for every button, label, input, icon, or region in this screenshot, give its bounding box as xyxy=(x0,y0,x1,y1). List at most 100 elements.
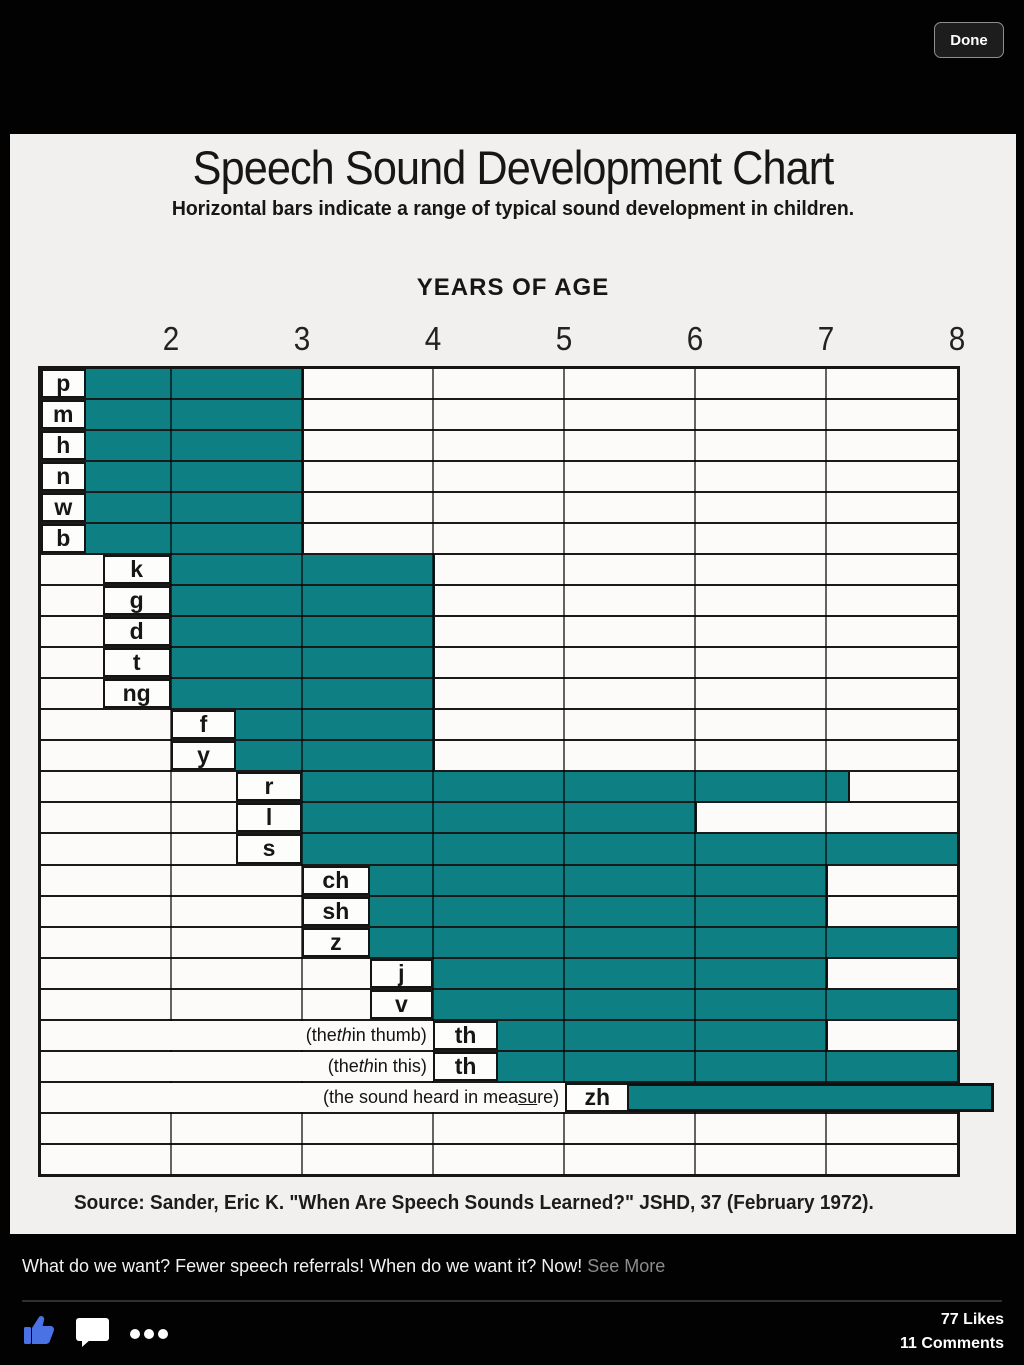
axis-title: YEARS OF AGE xyxy=(416,274,610,301)
sound-label-cell: w xyxy=(41,493,86,523)
range-bar xyxy=(85,369,304,399)
range-bar xyxy=(498,1020,828,1050)
axis-tick-label: 6 xyxy=(686,320,704,357)
chart-row: l xyxy=(41,803,957,835)
sound-label-cell: th xyxy=(432,1020,499,1050)
chart-row xyxy=(41,1114,957,1145)
row-annotation: (the th in this) xyxy=(41,1051,436,1081)
axis-tick-label: 3 xyxy=(293,320,311,357)
year-gridline xyxy=(169,369,172,1174)
chart-row: sh xyxy=(41,896,957,928)
sound-label-cell: m xyxy=(41,400,86,430)
range-bar xyxy=(85,462,304,492)
chart-row: y xyxy=(41,741,957,773)
year-gridline xyxy=(562,369,565,1174)
sound-label-cell: f xyxy=(170,710,237,740)
range-bar xyxy=(85,524,304,554)
chart-row: m xyxy=(41,400,957,432)
sound-label-cell: h xyxy=(41,431,86,461)
chart-image[interactable]: Speech Sound Development Chart Horizonta… xyxy=(10,134,1016,1234)
range-bar xyxy=(369,896,828,926)
chart-row: (the th in this) th xyxy=(41,1051,959,1083)
chart-row xyxy=(41,1145,957,1174)
ellipsis-more-icon xyxy=(130,1326,172,1343)
range-bar xyxy=(301,772,851,802)
chart-row: r xyxy=(41,772,957,804)
chart-row: v xyxy=(41,989,959,1021)
range-bar xyxy=(432,958,828,988)
year-gridline xyxy=(300,369,303,1174)
see-more-link[interactable]: See More xyxy=(587,1256,666,1276)
sound-label-cell: th xyxy=(432,1051,499,1081)
chart-row: n xyxy=(41,462,957,494)
axis-tick-label: 7 xyxy=(817,320,835,357)
sound-label-cell: r xyxy=(236,772,302,802)
range-bar xyxy=(236,741,435,771)
chart-subtitle: Horizontal bars indicate a range of typi… xyxy=(171,198,855,220)
sound-label-cell: j xyxy=(369,958,433,988)
range-bar xyxy=(369,927,959,957)
chart-row: h xyxy=(41,431,957,463)
sound-label-cell: t xyxy=(102,648,171,678)
range-bar xyxy=(236,710,435,740)
sound-label-cell: ch xyxy=(301,865,370,895)
chart-row: (the th in thumb) th xyxy=(41,1020,957,1052)
range-bar xyxy=(85,400,304,430)
comment-button[interactable] xyxy=(74,1316,112,1353)
range-bar xyxy=(369,865,828,895)
range-bar xyxy=(85,431,304,461)
comments-count[interactable]: 11 Comments xyxy=(899,1335,1004,1352)
axis-tick-label: 4 xyxy=(424,320,442,357)
chart-row: b xyxy=(41,524,957,556)
sound-label-cell: g xyxy=(102,586,171,616)
chart-row: g xyxy=(41,586,957,618)
more-options-button[interactable] xyxy=(130,1326,172,1344)
chart-row: w xyxy=(41,493,957,525)
sound-label-cell: p xyxy=(41,369,86,399)
sound-label-cell: sh xyxy=(301,896,370,926)
likes-count[interactable]: 77 Likes xyxy=(940,1311,1004,1328)
source-citation: Source: Sander, Eric K. "When Are Speech… xyxy=(74,1192,874,1214)
thumbs-up-icon xyxy=(20,1316,58,1352)
range-bar xyxy=(85,493,304,523)
axis-ticks: 2 3 4 5 6 7 8 xyxy=(41,320,965,362)
like-button[interactable] xyxy=(20,1310,58,1353)
year-gridline xyxy=(693,369,696,1174)
year-gridline xyxy=(824,369,827,1174)
sound-label-cell: v xyxy=(369,989,433,1019)
chart-row: (the sound heard in mea su re) zh xyxy=(41,1082,995,1114)
sound-label-cell: d xyxy=(102,617,171,647)
axis-tick-label: 8 xyxy=(948,320,966,357)
range-bar xyxy=(629,1082,995,1112)
chart-row: k xyxy=(41,555,957,587)
sound-label-cell: ng xyxy=(102,679,171,709)
sound-label-cell: s xyxy=(236,834,302,864)
sound-label-cell: n xyxy=(41,462,86,492)
row-annotation: (the sound heard in mea su re) xyxy=(41,1082,569,1112)
sound-label-cell: zh xyxy=(565,1082,630,1112)
chart-row: p xyxy=(41,369,957,401)
range-bar xyxy=(301,803,697,833)
axis-tick-label: 2 xyxy=(162,320,179,357)
chart-row: s xyxy=(41,834,959,866)
done-button[interactable]: Done xyxy=(934,22,1004,58)
chart-row: t xyxy=(41,648,957,680)
chart-table: p m h n w b k g d t ng f y r l s ch sh z j v (the th in thumb… xyxy=(38,366,995,1177)
chart-row: ch xyxy=(41,865,957,897)
footer-divider xyxy=(22,1300,1002,1302)
sound-label-cell: l xyxy=(236,803,302,833)
sound-label-cell: b xyxy=(41,524,86,554)
chart-row: j xyxy=(41,958,957,990)
chart-title: Speech Sound Development Chart xyxy=(192,141,835,194)
year-gridline xyxy=(431,369,434,1174)
sound-label-cell: z xyxy=(301,927,370,957)
chart-row: z xyxy=(41,927,959,959)
row-annotation: (the th in thumb) xyxy=(41,1020,436,1050)
comment-bubble-icon xyxy=(74,1318,112,1352)
caption-text: What do we want? Fewer speech referrals!… xyxy=(22,1256,583,1276)
range-bar xyxy=(301,834,959,864)
chart-row: d xyxy=(41,617,957,649)
sound-label-cell: y xyxy=(170,741,237,771)
chart-row: ng xyxy=(41,679,957,711)
